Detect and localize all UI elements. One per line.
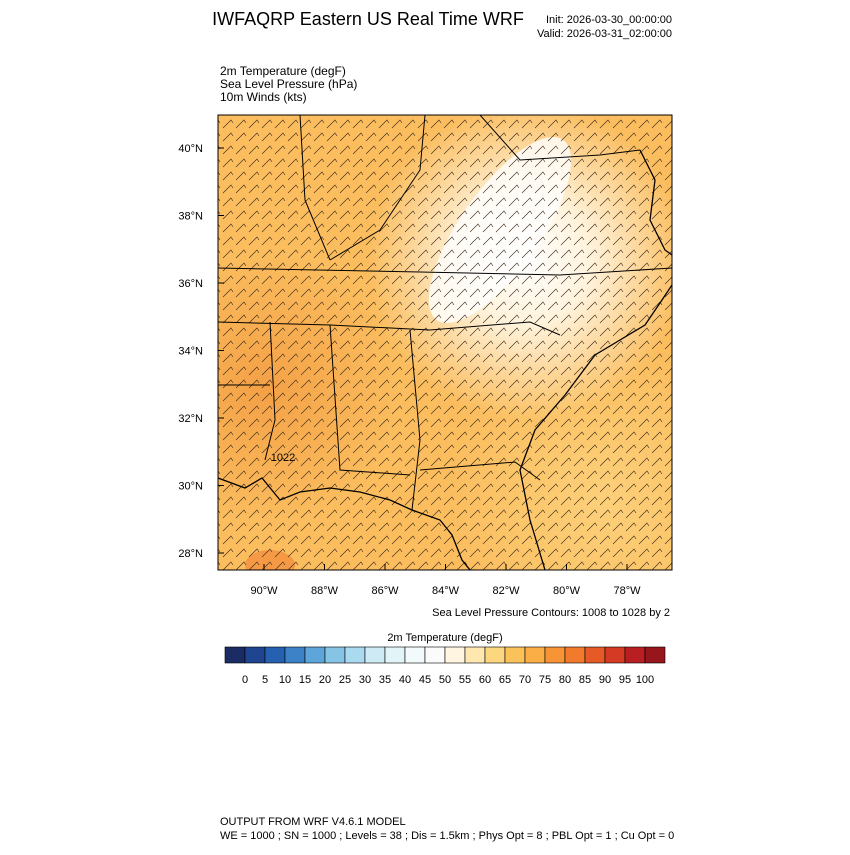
lat-label: 40°N: [178, 143, 203, 155]
colorbar-box: [444, 646, 466, 664]
colorbar-label: 35: [379, 674, 391, 686]
colorbar-box: [384, 646, 406, 664]
colorbar-box: [404, 646, 426, 664]
colorbar-label: 100: [636, 674, 654, 686]
contour-label: 1022: [271, 452, 295, 464]
colorbar-label: 50: [439, 674, 451, 686]
colorbar-box: [304, 646, 326, 664]
colorbar-label: 15: [299, 674, 311, 686]
colorbar-box: [564, 646, 586, 664]
field-label: Sea Level Pressure (hPa): [220, 77, 357, 91]
lon-label: 80°W: [553, 585, 581, 597]
field-label: 2m Temperature (degF): [220, 64, 346, 78]
valid-time: Valid: 2026-03-31_02:00:00: [537, 28, 672, 40]
lon-label: 82°W: [492, 585, 520, 597]
colorbar-label: 10: [279, 674, 291, 686]
lat-label: 30°N: [178, 481, 203, 493]
lon-label: 86°W: [371, 585, 399, 597]
colorbar-label: 70: [519, 674, 531, 686]
colorbar-label: 60: [479, 674, 491, 686]
field-label: 10m Winds (kts): [220, 90, 307, 104]
lat-label: 38°N: [178, 211, 203, 223]
colorbar-box: [324, 646, 346, 664]
colorbar-box: [244, 646, 266, 664]
colorbar-label: 45: [419, 674, 431, 686]
colorbar-box: [344, 646, 366, 664]
contour-note: Sea Level Pressure Contours: 1008 to 102…: [432, 607, 670, 619]
colorbar-box: [584, 646, 606, 664]
lon-label: 84°W: [432, 585, 460, 597]
lat-label: 28°N: [178, 548, 203, 560]
colorbar-box: [424, 646, 446, 664]
lat-label: 34°N: [178, 346, 203, 358]
colorbar-label: 30: [359, 674, 371, 686]
init-time: Init: 2026-03-30_00:00:00: [546, 14, 672, 26]
colorbar-label: 40: [399, 674, 411, 686]
colorbar-label: 25: [339, 674, 351, 686]
footer-line: OUTPUT FROM WRF V4.6.1 MODEL: [220, 816, 406, 828]
colorbar-label: 0: [242, 674, 248, 686]
colorbar-label: 55: [459, 674, 471, 686]
colorbar-box: [544, 646, 566, 664]
lat-label: 32°N: [178, 413, 203, 425]
colorbar-box: [264, 646, 286, 664]
colorbar-box: [484, 646, 506, 664]
colorbar-box: [624, 646, 646, 664]
map: [218, 115, 672, 570]
lon-label: 88°W: [311, 585, 339, 597]
colorbar-box: [224, 646, 246, 664]
colorbar-label: 95: [619, 674, 631, 686]
lon-label: 78°W: [613, 585, 641, 597]
colorbar-label: 5: [262, 674, 268, 686]
colorbar-box: [604, 646, 626, 664]
title: IWFAQRP Eastern US Real Time WRF: [212, 9, 524, 29]
colorbar-label: 85: [579, 674, 591, 686]
colorbar-label: 80: [559, 674, 571, 686]
colorbar-box: [644, 646, 666, 664]
colorbar-box: [524, 646, 546, 664]
colorbar-box: [284, 646, 306, 664]
colorbar-label: 20: [319, 674, 331, 686]
colorbar-label: 65: [499, 674, 511, 686]
colorbar-box: [464, 646, 486, 664]
colorbar-label: 75: [539, 674, 551, 686]
colorbar-box: [364, 646, 386, 664]
footer-line: WE = 1000 ; SN = 1000 ; Levels = 38 ; Di…: [220, 830, 674, 842]
colorbar-box: [504, 646, 526, 664]
lon-label: 90°W: [250, 585, 278, 597]
lat-label: 36°N: [178, 278, 203, 290]
colorbar-title: 2m Temperature (degF): [387, 632, 502, 644]
colorbar-label: 90: [599, 674, 611, 686]
